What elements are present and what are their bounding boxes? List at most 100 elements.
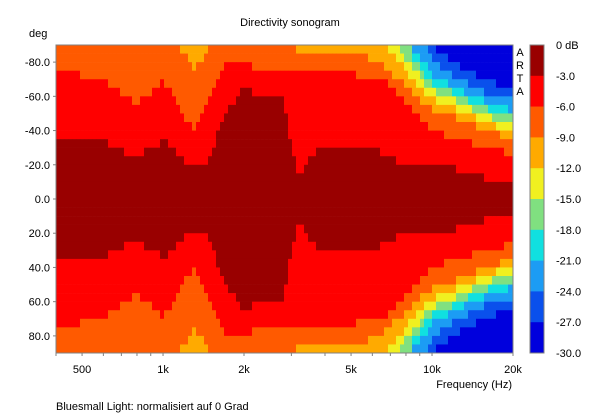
heatmap-cell bbox=[280, 139, 285, 148]
heatmap-cell bbox=[240, 139, 245, 148]
heatmap-cell bbox=[120, 310, 125, 320]
heatmap-cell bbox=[196, 207, 201, 217]
heatmap-cell bbox=[260, 241, 265, 251]
heatmap-cell bbox=[420, 224, 425, 234]
heatmap-cell bbox=[172, 70, 177, 80]
heatmap-cell bbox=[104, 335, 109, 345]
heatmap-cell bbox=[416, 241, 421, 251]
heatmap-cell bbox=[60, 122, 65, 131]
heatmap-cell bbox=[448, 190, 453, 200]
heatmap-cell bbox=[284, 344, 289, 354]
heatmap-cell bbox=[184, 224, 189, 234]
heatmap-cell bbox=[492, 318, 497, 328]
heatmap-cell bbox=[368, 79, 373, 89]
heatmap-cell bbox=[440, 267, 445, 277]
heatmap-cell bbox=[496, 344, 501, 354]
y-tick-label: 0.0 bbox=[35, 194, 50, 206]
heatmap-cell bbox=[492, 62, 497, 71]
heatmap-cell bbox=[136, 104, 141, 114]
heatmap-cell bbox=[236, 241, 241, 251]
x-axis: 500 1k 2k 5k 10k 20k bbox=[55, 353, 522, 376]
heatmap-cell bbox=[376, 173, 381, 183]
heatmap-cell bbox=[504, 62, 509, 71]
heatmap-cell bbox=[88, 53, 93, 63]
heatmap-cell bbox=[112, 241, 117, 251]
heatmap-cell bbox=[496, 104, 501, 114]
heatmap-cell bbox=[148, 190, 153, 200]
heatmap-cell bbox=[400, 147, 405, 157]
heatmap-cell bbox=[76, 130, 81, 140]
heatmap-cell bbox=[384, 130, 389, 140]
heatmap-cell bbox=[108, 164, 113, 174]
heatmap-cell bbox=[408, 344, 413, 354]
heatmap-cell bbox=[392, 164, 397, 174]
heatmap-cell bbox=[348, 113, 353, 123]
heatmap-cell bbox=[212, 79, 217, 89]
heatmap-cell bbox=[344, 104, 349, 114]
heatmap-cell bbox=[132, 45, 137, 54]
heatmap-cell bbox=[204, 45, 209, 54]
heatmap-cell bbox=[448, 156, 453, 166]
heatmap-cell bbox=[264, 190, 269, 200]
heatmap-cell bbox=[304, 113, 309, 123]
heatmap-cell bbox=[248, 301, 253, 311]
heatmap-cell bbox=[156, 276, 161, 285]
heatmap-cell bbox=[344, 301, 349, 311]
heatmap-cell bbox=[376, 250, 381, 260]
heatmap-cell bbox=[484, 147, 489, 157]
heatmap-cell bbox=[476, 122, 481, 131]
heatmap-cell bbox=[412, 207, 417, 217]
heatmap-cell bbox=[256, 156, 261, 166]
heatmap-cell bbox=[60, 250, 65, 260]
heatmap-cell bbox=[332, 293, 337, 302]
heatmap-cell bbox=[384, 122, 389, 131]
heatmap-cell bbox=[456, 250, 461, 260]
heatmap-cell bbox=[144, 284, 149, 294]
heatmap-cell bbox=[64, 241, 69, 251]
heatmap-cell bbox=[484, 87, 489, 97]
heatmap-cell bbox=[76, 207, 81, 217]
heatmap-cell bbox=[376, 267, 381, 277]
heatmap-cell bbox=[500, 207, 505, 217]
heatmap-cell bbox=[168, 233, 173, 243]
heatmap-cell bbox=[460, 164, 465, 174]
heatmap-cell bbox=[220, 258, 225, 268]
heatmap-cell bbox=[252, 53, 257, 63]
heatmap-cell bbox=[160, 301, 165, 311]
heatmap-cell bbox=[144, 181, 149, 191]
heatmap-cell bbox=[308, 224, 313, 234]
heatmap-cell bbox=[224, 173, 229, 183]
heatmap-cell bbox=[360, 164, 365, 174]
heatmap-cell bbox=[312, 104, 317, 114]
heatmap-cell bbox=[380, 139, 385, 148]
heatmap-cell bbox=[508, 344, 513, 354]
heatmap-cell bbox=[144, 87, 149, 97]
heatmap-cell bbox=[212, 53, 217, 63]
heatmap-cell bbox=[204, 130, 209, 140]
heatmap-cell bbox=[112, 53, 117, 63]
heatmap-cell bbox=[188, 156, 193, 166]
heatmap-cell bbox=[388, 70, 393, 80]
heatmap-cell bbox=[212, 122, 217, 131]
heatmap-cell bbox=[460, 318, 465, 328]
heatmap-cell bbox=[184, 310, 189, 320]
heatmap-cell bbox=[268, 335, 273, 345]
heatmap-cell bbox=[340, 327, 345, 337]
heatmap-cell bbox=[424, 79, 429, 89]
heatmap-cell bbox=[132, 62, 137, 71]
heatmap-cell bbox=[124, 216, 129, 225]
heatmap-cell bbox=[460, 250, 465, 260]
heatmap-cell bbox=[356, 147, 361, 157]
heatmap-cell bbox=[280, 87, 285, 97]
heatmap-cell bbox=[464, 250, 469, 260]
heatmap-cell bbox=[320, 87, 325, 97]
heatmap-cell bbox=[240, 293, 245, 302]
heatmap-cell bbox=[440, 216, 445, 225]
heatmap-cell bbox=[380, 122, 385, 131]
heatmap-cell bbox=[276, 318, 281, 328]
heatmap-cell bbox=[112, 233, 117, 243]
heatmap-cell bbox=[148, 335, 153, 345]
heatmap-cell bbox=[392, 250, 397, 260]
heatmap-cell bbox=[196, 79, 201, 89]
heatmap-cell bbox=[200, 190, 205, 200]
